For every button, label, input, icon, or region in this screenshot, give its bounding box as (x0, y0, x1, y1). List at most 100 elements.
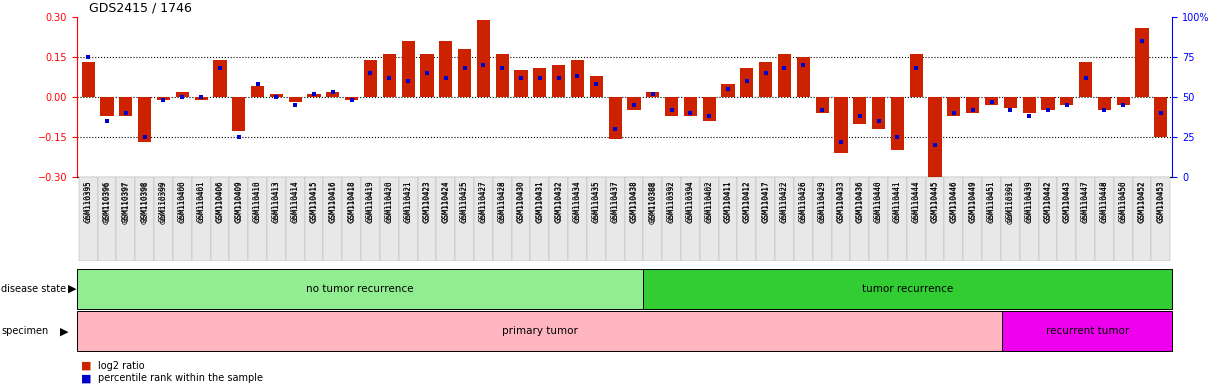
Text: GSM110448: GSM110448 (1100, 181, 1109, 222)
Bar (455, 177, 474, 261)
Text: ▶: ▶ (68, 284, 77, 294)
Text: GSM110428: GSM110428 (498, 181, 507, 222)
Text: GSM110446: GSM110446 (951, 181, 957, 223)
Text: no tumor recurrence: no tumor recurrence (306, 284, 414, 294)
Text: GSM110437: GSM110437 (610, 181, 619, 222)
Bar (1133, 177, 1151, 261)
Text: GSM110417: GSM110417 (761, 181, 770, 222)
Text: GSM110416: GSM110416 (330, 181, 336, 223)
Text: GSM110391: GSM110391 (1006, 181, 1015, 222)
Bar (872, 97, 885, 129)
Bar (100, 97, 114, 116)
Text: GSM110434: GSM110434 (573, 181, 582, 222)
Text: GSM110440: GSM110440 (875, 181, 882, 223)
Bar (252, 86, 264, 97)
Bar (116, 177, 136, 261)
Text: GSM110398: GSM110398 (140, 181, 149, 222)
Text: GSM110401: GSM110401 (198, 181, 204, 223)
Bar (1154, 97, 1167, 137)
Bar (719, 177, 737, 261)
Text: GSM110446: GSM110446 (950, 181, 958, 222)
Text: GSM110401: GSM110401 (197, 181, 205, 222)
Bar (926, 177, 945, 261)
Bar (853, 97, 867, 124)
Text: GSM110412: GSM110412 (744, 181, 750, 223)
Bar (778, 55, 791, 97)
Text: GSM110429: GSM110429 (818, 181, 827, 222)
Bar (907, 177, 926, 261)
Text: GSM110422: GSM110422 (780, 181, 789, 222)
Text: GSM110440: GSM110440 (874, 181, 883, 222)
Bar (477, 20, 490, 97)
Bar (700, 177, 719, 261)
Text: GSM110426: GSM110426 (799, 181, 808, 222)
Text: GDS2415 / 1746: GDS2415 / 1746 (89, 2, 192, 15)
Text: GSM110420: GSM110420 (385, 181, 394, 222)
Bar (270, 94, 283, 97)
Text: GSM110436: GSM110436 (855, 181, 864, 222)
Bar (1004, 97, 1017, 108)
Text: log2 ratio: log2 ratio (98, 361, 144, 371)
Text: GSM110419: GSM110419 (366, 181, 375, 222)
Bar (891, 97, 904, 150)
Text: GSM110422: GSM110422 (781, 181, 788, 223)
Text: GSM110409: GSM110409 (236, 181, 242, 223)
Text: GSM110429: GSM110429 (819, 181, 825, 223)
Bar (1151, 177, 1170, 261)
Text: GSM110428: GSM110428 (499, 181, 505, 223)
Text: GSM110398: GSM110398 (142, 181, 148, 223)
Text: GSM110433: GSM110433 (838, 181, 844, 223)
Bar (286, 177, 304, 261)
Bar (158, 97, 170, 99)
Bar (512, 177, 530, 261)
Bar (382, 55, 396, 97)
Text: GSM110431: GSM110431 (535, 181, 545, 222)
Bar (1057, 177, 1076, 261)
Bar (176, 92, 189, 97)
Text: GSM110434: GSM110434 (575, 181, 580, 223)
Bar (402, 41, 415, 97)
Text: GSM110443: GSM110443 (1062, 181, 1071, 222)
Text: GSM110439: GSM110439 (1026, 181, 1032, 223)
Text: GSM110395: GSM110395 (85, 181, 92, 223)
Text: GSM110431: GSM110431 (537, 181, 543, 223)
Text: GSM110425: GSM110425 (460, 181, 469, 222)
Bar (418, 177, 436, 261)
Text: GSM110414: GSM110414 (291, 181, 299, 222)
Bar (982, 177, 1001, 261)
Bar (1039, 177, 1057, 261)
Bar (1020, 177, 1039, 261)
Text: GSM110445: GSM110445 (930, 181, 939, 222)
Text: GSM110419: GSM110419 (368, 181, 374, 223)
Text: GSM110391: GSM110391 (1007, 181, 1013, 223)
Text: GSM110443: GSM110443 (1063, 181, 1070, 223)
Text: GSM110402: GSM110402 (706, 181, 712, 223)
Bar (493, 177, 512, 261)
Text: GSM110426: GSM110426 (800, 181, 806, 223)
Text: GSM110411: GSM110411 (725, 181, 731, 223)
Bar (684, 97, 697, 116)
Text: GSM110394: GSM110394 (687, 181, 694, 223)
Bar (834, 97, 847, 153)
Text: GSM110451: GSM110451 (989, 181, 994, 223)
Text: GSM110430: GSM110430 (516, 181, 525, 222)
Bar (496, 55, 509, 97)
Bar (1098, 97, 1111, 110)
Bar (832, 177, 850, 261)
Text: specimen: specimen (1, 326, 49, 336)
Text: GSM110417: GSM110417 (763, 181, 769, 223)
Text: GSM110449: GSM110449 (968, 181, 977, 222)
Bar (850, 177, 869, 261)
Bar (985, 97, 998, 105)
Bar (722, 84, 735, 97)
Bar (399, 177, 418, 261)
Bar (608, 97, 621, 139)
Bar (120, 97, 132, 116)
Bar (324, 177, 342, 261)
Text: GSM110432: GSM110432 (554, 181, 563, 222)
Bar (643, 269, 1172, 309)
Text: GSM110435: GSM110435 (593, 181, 600, 223)
Text: GSM110413: GSM110413 (274, 181, 280, 223)
Bar (643, 177, 662, 261)
Text: GSM110411: GSM110411 (724, 181, 733, 222)
